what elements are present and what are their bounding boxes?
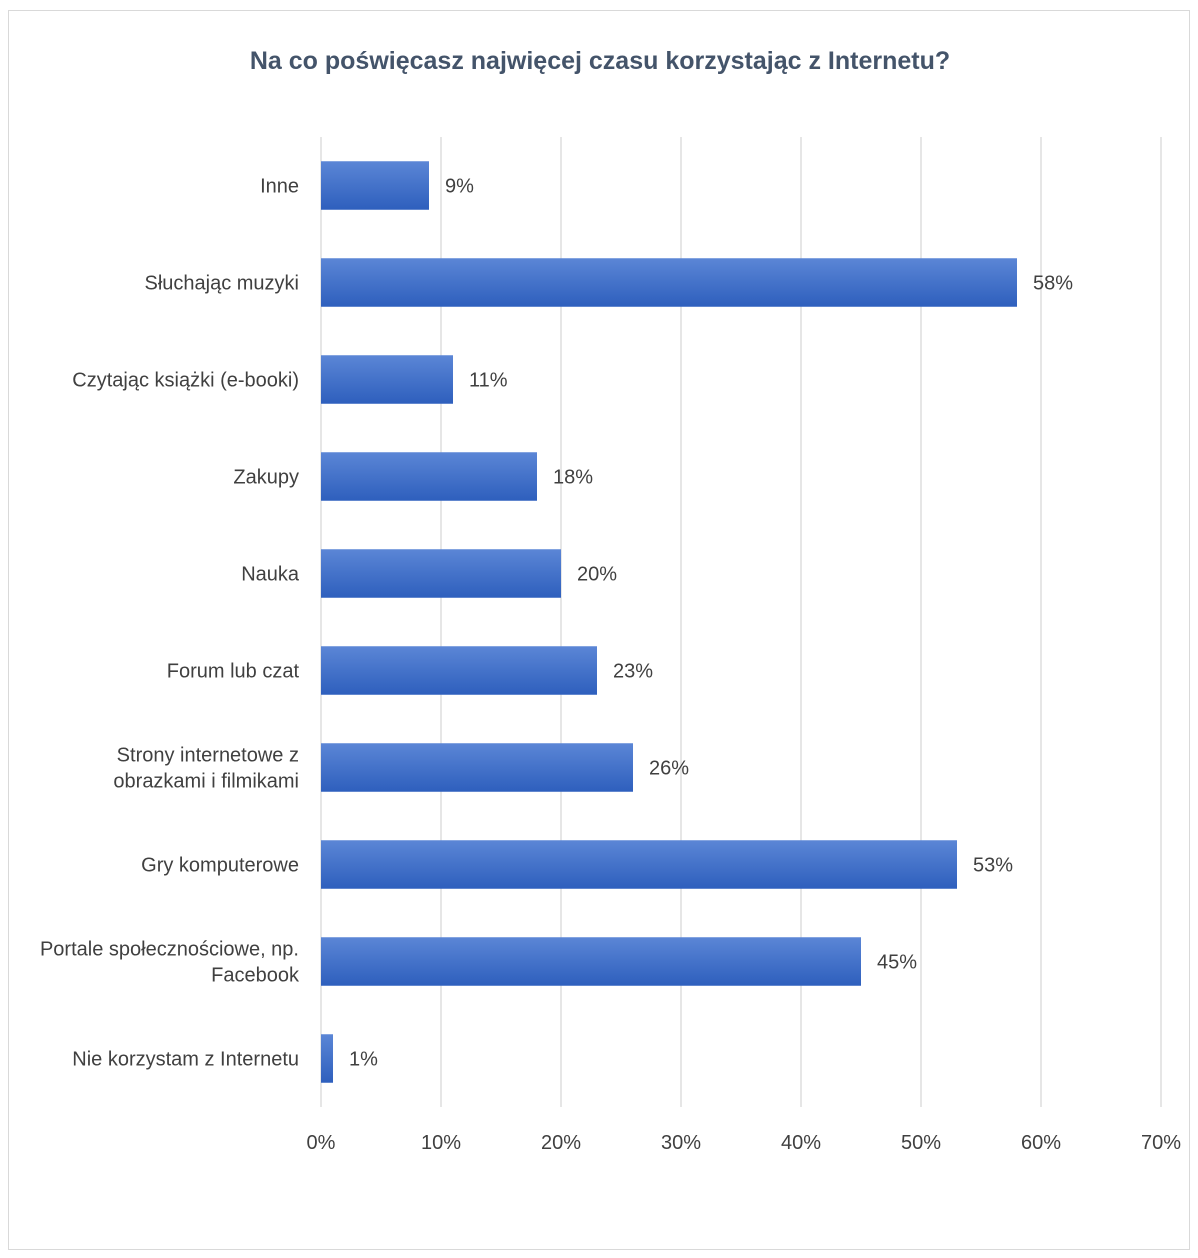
data-label: 58%: [1033, 273, 1073, 295]
bar: [321, 1034, 333, 1083]
data-label: 26%: [649, 758, 689, 780]
category-label: Gry komputerowe: [141, 855, 299, 877]
category-label: Strony internetowe z: [117, 745, 299, 767]
data-label: 18%: [553, 467, 593, 489]
category-label: Zakupy: [233, 467, 299, 489]
category-label: Portale społecznościowe, np.: [40, 939, 299, 961]
x-tick-label: 50%: [901, 1132, 941, 1154]
category-label: Słuchając muzyki: [144, 273, 299, 295]
x-tick-label: 40%: [781, 1132, 821, 1154]
chart-title: Na co poświęcasz najwięcej czasu korzyst…: [249, 47, 951, 75]
data-label: 45%: [877, 952, 917, 974]
bar: [321, 161, 429, 210]
bar-chart: 0% 10% 20% 30% 40% 50% 60% 70% 9% Inne 58% Słuchają…: [40, 137, 1181, 1154]
data-label: 20%: [577, 564, 617, 586]
category-label: Czytając książki (e-booki): [72, 370, 299, 392]
category-label: Nie korzystam z Internetu: [72, 1049, 299, 1071]
category-label: Inne: [260, 176, 299, 198]
x-tick-label: 60%: [1021, 1132, 1061, 1154]
data-label: 23%: [613, 661, 653, 683]
bar: [321, 549, 561, 598]
bar: [321, 452, 537, 501]
category-label: obrazkami i filmikami: [113, 771, 299, 793]
bar: [321, 646, 597, 695]
data-label: 9%: [445, 176, 474, 198]
x-tick-label: 70%: [1141, 1132, 1181, 1154]
bar: [321, 743, 633, 792]
chart-container: Na co poświęcasz najwięcej czasu korzyst…: [8, 10, 1190, 1250]
category-label: Nauka: [241, 564, 300, 586]
bar: [321, 355, 453, 404]
category-label: Facebook: [211, 965, 300, 987]
bar: [321, 258, 1017, 307]
x-tick-label: 10%: [421, 1132, 461, 1154]
data-label: 1%: [349, 1049, 378, 1071]
x-tick-label: 30%: [661, 1132, 701, 1154]
data-label: 53%: [973, 855, 1013, 877]
bar: [321, 840, 957, 889]
x-tick-label: 0%: [307, 1132, 336, 1154]
category-label: Forum lub czat: [167, 661, 300, 683]
x-tick-label: 20%: [541, 1132, 581, 1154]
data-label: 11%: [469, 370, 508, 392]
bar: [321, 937, 861, 986]
